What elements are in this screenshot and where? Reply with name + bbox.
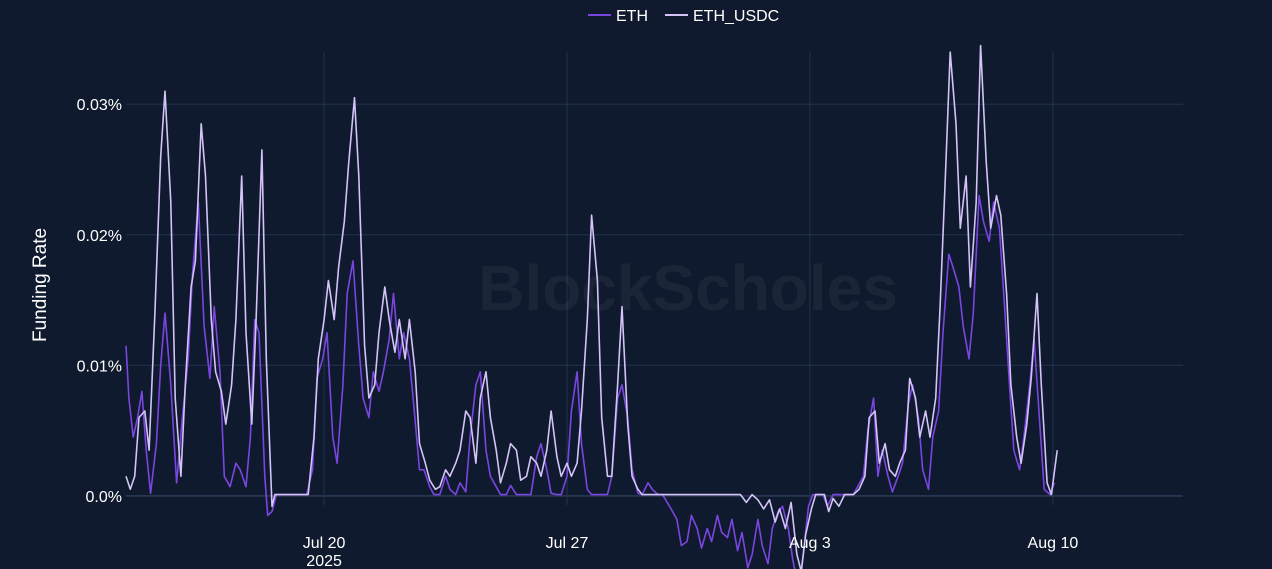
watermark: BlockScholes xyxy=(478,252,898,324)
legend-label-eth-usdc: ETH_USDC xyxy=(693,8,779,25)
series-line-eth xyxy=(125,194,1056,569)
legend-item-eth[interactable]: ETH xyxy=(588,8,648,25)
series-line-eth-usdc xyxy=(125,44,1058,569)
x-tick-sublabel: 2025 xyxy=(306,553,342,569)
y-tick-label: 0.0% xyxy=(86,489,122,506)
x-tick-label: Jul 20 xyxy=(303,535,346,552)
legend-item-eth-usdc[interactable]: ETH_USDC xyxy=(665,8,779,25)
y-tick-label: 0.01% xyxy=(77,358,122,375)
x-tick-label: Jul 27 xyxy=(546,535,589,552)
y-axis-ticks: 0.0% 0.01% 0.02% 0.03% xyxy=(77,97,122,506)
x-tick-label: Aug 3 xyxy=(789,535,831,552)
gridlines xyxy=(126,52,1183,505)
series-lines xyxy=(125,44,1058,569)
legend[interactable]: ETH ETH_USDC xyxy=(588,8,779,25)
y-axis-title: Funding Rate xyxy=(30,228,51,342)
x-tick-label: Aug 10 xyxy=(1028,535,1079,552)
y-tick-label: 0.02% xyxy=(77,228,122,245)
y-tick-label: 0.03% xyxy=(77,97,122,114)
legend-label-eth: ETH xyxy=(616,8,648,25)
